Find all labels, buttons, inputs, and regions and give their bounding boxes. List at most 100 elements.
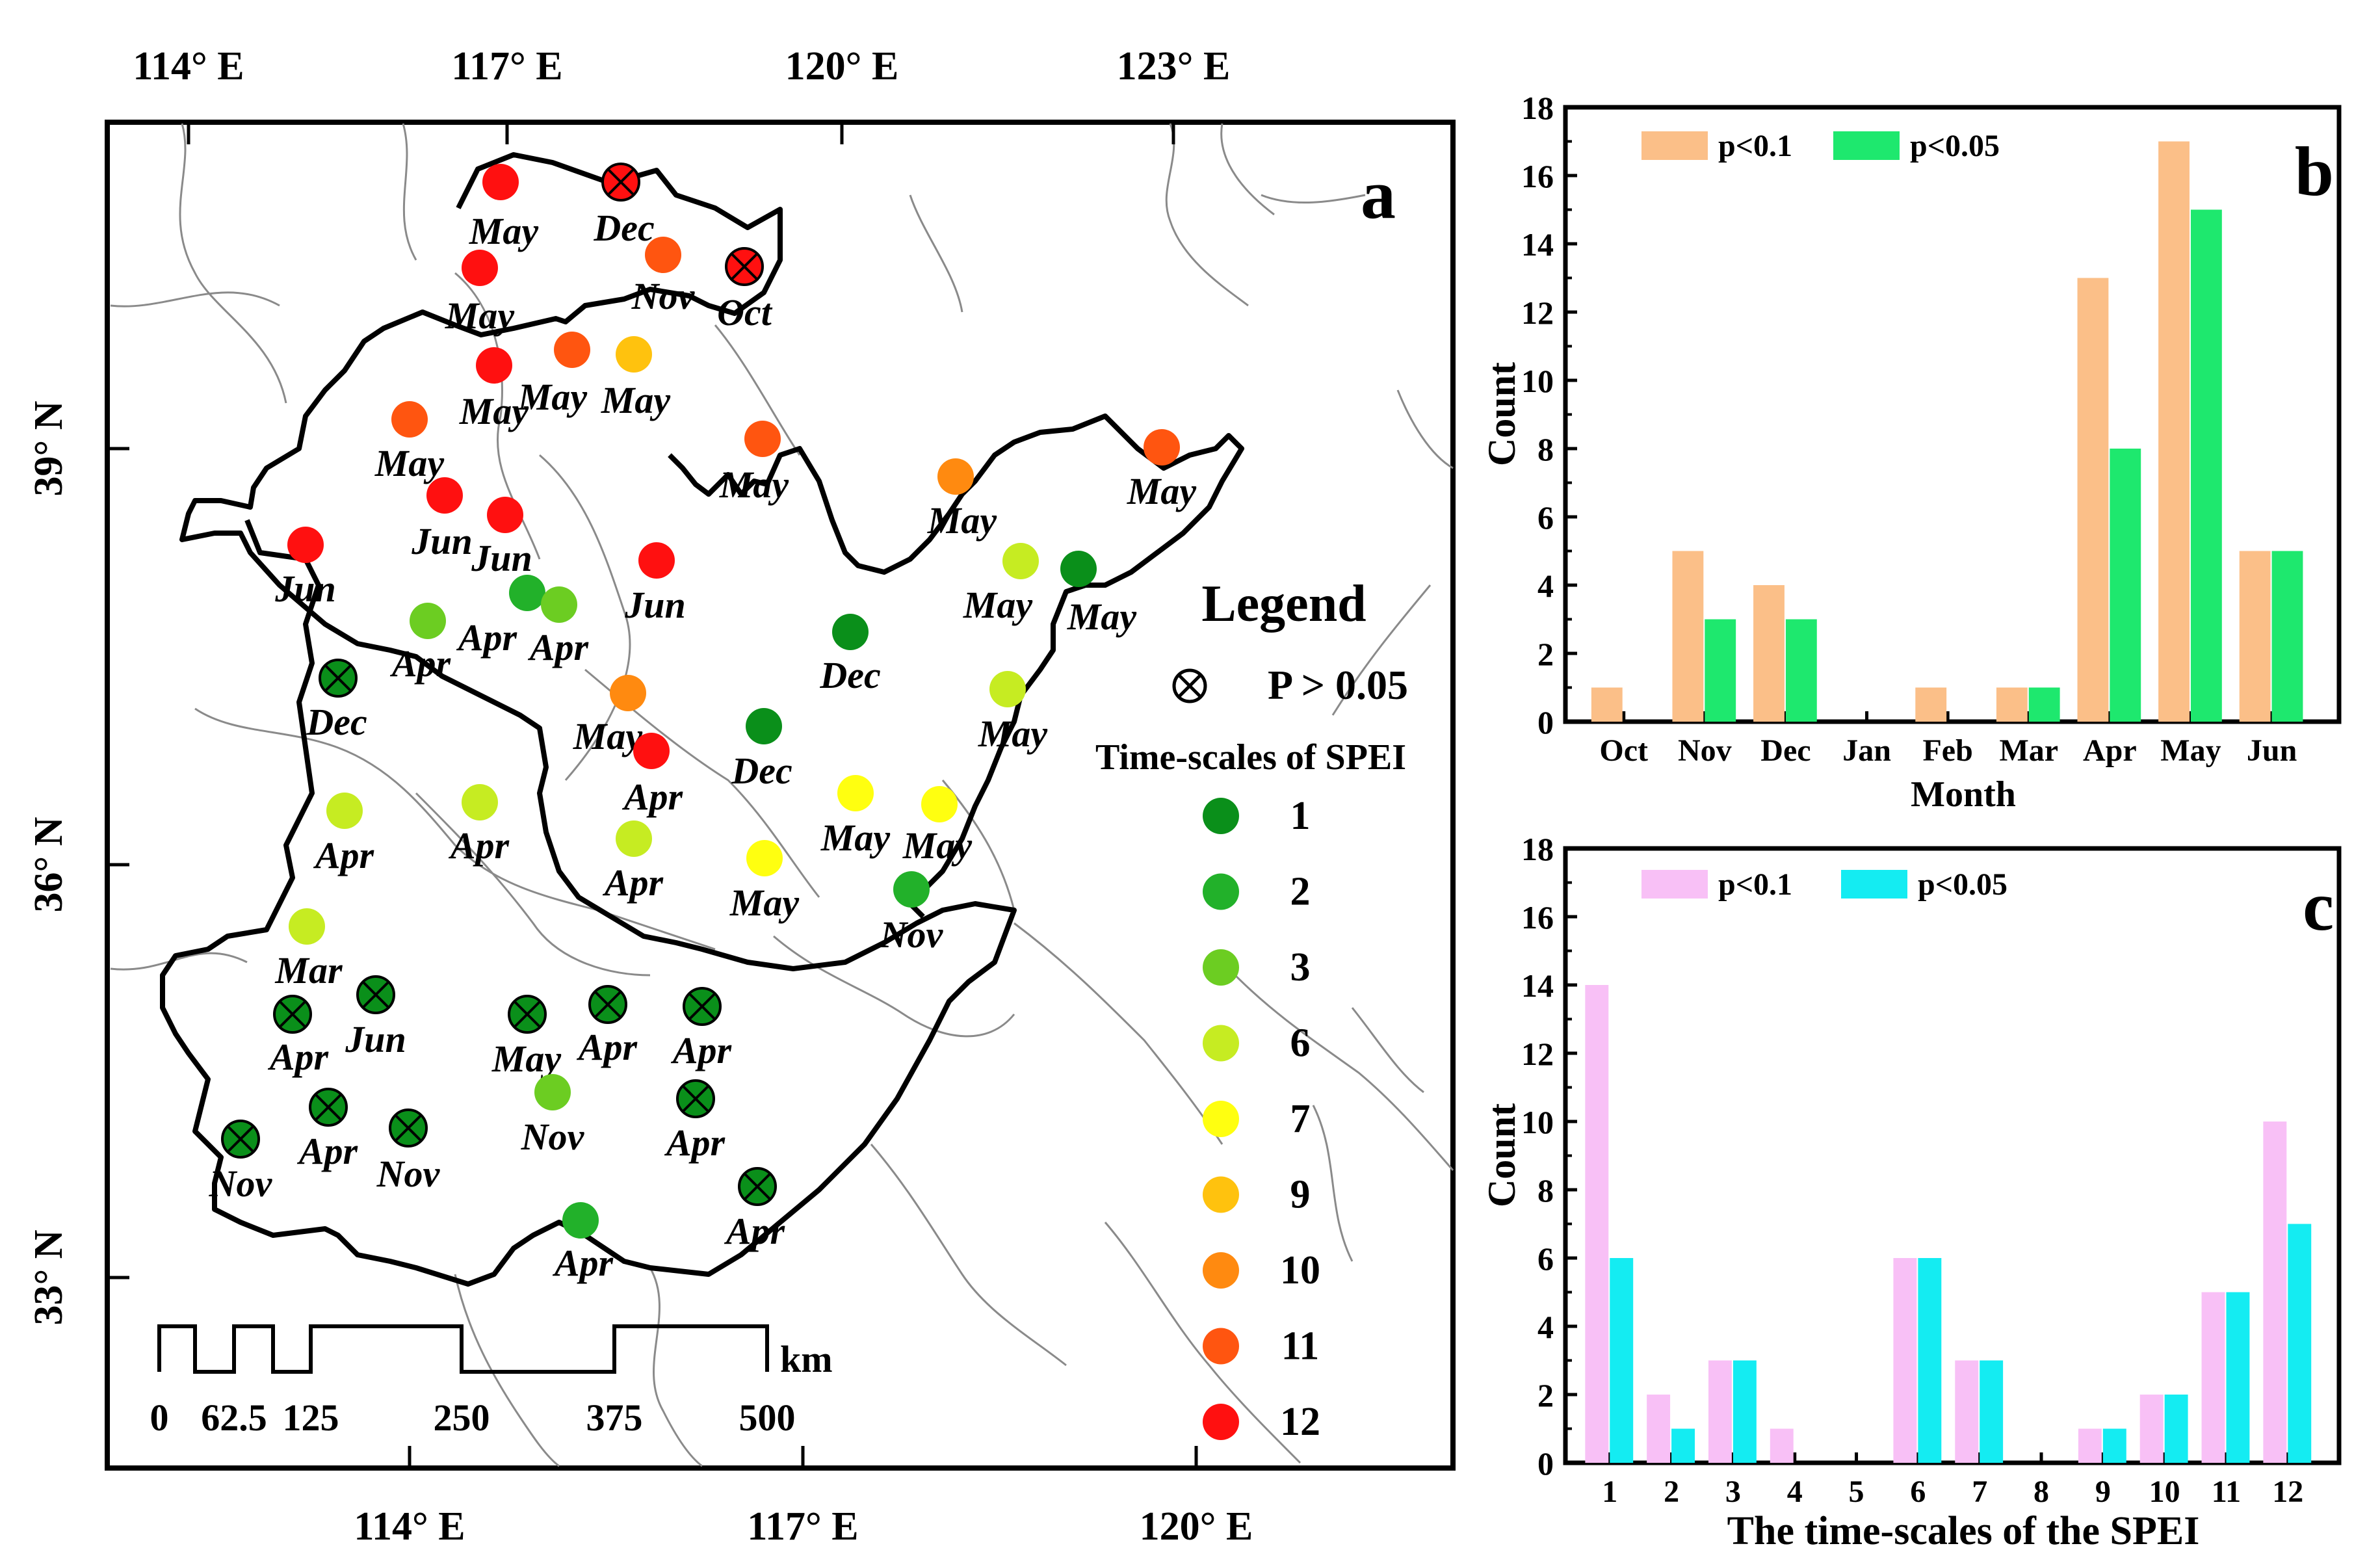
bar-p005 [2271,551,2303,722]
lat-label: 39° N [27,400,71,496]
station-month-label: May [963,584,1033,626]
bar-p005 [2028,687,2060,722]
station-marker: Jun [345,975,406,1060]
station-month-label: May [601,379,671,421]
station-insig-cross [514,1001,541,1028]
station-month-label: May [517,376,588,418]
y-tick-label: 0 [1537,1445,1554,1482]
chart-b-ylabel: Count [1480,362,1523,466]
panel-label-c: c [2303,868,2334,945]
station-month-label: Mar [274,949,343,991]
station-marker: May [517,332,590,418]
lon-label: 114° E [133,44,244,88]
y-tick-label: 4 [1537,1309,1554,1345]
latitude-labels: 39° N 36° N 33° N [27,400,71,1325]
chart-legend-label: p<0.05 [1910,129,2000,163]
station-dot [921,786,958,822]
legend-scale-label: 11 [1281,1324,1320,1369]
station-marker: Apr [390,603,451,685]
station-insig-cross [227,1125,254,1153]
station-month-label: Apr [622,776,683,818]
station-month-label: Jun [624,584,686,626]
station-marker: Nov [521,1074,585,1158]
station-month-label: Nov [631,275,696,317]
y-tick-label: 16 [1521,158,1554,194]
x-tick-label: Mar [1999,733,2058,768]
station-dot [633,733,670,769]
x-tick-label: 9 [2095,1475,2111,1509]
station-insig-ring [676,1079,715,1118]
scalebar-tick: 500 [739,1397,796,1439]
station-marker: May [491,995,561,1080]
x-tick-label: Nov [1678,733,1732,768]
station-marker: Apr [456,575,545,659]
scalebar-unit: km [780,1338,833,1380]
station-month-label: May [719,464,789,506]
station-dot [638,542,675,579]
legend-swatch [1203,1404,1239,1440]
station-insig-ring [221,1120,260,1159]
y-tick-label: 14 [1521,967,1554,1004]
station-marker: May [445,250,515,337]
station-dot [554,332,590,368]
station-marker: May [601,336,671,421]
x-tick-label: 11 [2212,1475,2241,1509]
chart-legend-swatch [1841,870,1907,899]
legend-swatch [1203,1328,1239,1365]
station-month-label: May [469,210,539,252]
panel-label-a: a [1361,156,1396,233]
legend-scale-label: 2 [1290,870,1311,914]
bar-p01 [1591,687,1623,722]
chart-legend-label: p<0.1 [1718,867,1792,902]
map-tick-marks [107,122,1198,1468]
station-insig-ring [738,1167,777,1206]
bar-p01 [1753,585,1785,722]
y-tick-label: 12 [1521,1036,1554,1072]
bar-p01 [2077,278,2109,722]
station-dot [562,1202,599,1239]
scale-bar: 0 62.5 125 250 375 500 km [150,1324,833,1439]
bar-p01 [1647,1395,1671,1463]
bar-p01 [2139,1395,2164,1463]
station-marker: Jun [274,527,336,610]
station-insig-ring [319,659,358,698]
station-month-label: Jun [345,1018,406,1060]
x-tick-label: 6 [1910,1475,1926,1509]
station-month-label: May [902,824,973,867]
y-tick-label: 8 [1537,431,1554,467]
legend-title: Legend [1201,575,1366,633]
station-dot [616,336,652,373]
station-marker: Dec [593,163,655,249]
bar-p005 [2110,449,2141,722]
station-insig-ring [309,1088,348,1127]
station-month-label: Nov [521,1116,585,1158]
bar-p005 [1785,619,1817,722]
station-dot [1002,543,1039,579]
bar-p005 [1705,619,1736,722]
chart-legend-swatch [1641,870,1708,899]
legend-swatch [1203,1025,1239,1062]
legend-scale-label: 6 [1290,1021,1311,1066]
station-marker: Nov [209,1120,273,1205]
station-insig-cross [731,253,758,280]
station-month-label: Oct [717,291,773,334]
station-insig-ring [588,985,627,1024]
station-marker: Apr [664,1079,726,1164]
month-count-chart: 0 2 4 6 8 10 12 14 16 18 Oct Nov Dec Jan Feb Mar Apr May J… [1480,90,2342,815]
chart-c-ylabel: Count [1480,1103,1523,1207]
station-marker: May [978,671,1048,755]
station-month-label: May [445,295,515,337]
station-month-label: May [1067,596,1137,638]
bar-p01 [1585,985,1609,1463]
station-dot [509,575,545,611]
station-month-label: May [978,713,1048,755]
station-marker: May [729,840,799,924]
station-insig-ring [683,987,722,1026]
y-tick-label: 16 [1521,899,1554,936]
station-marker: Apr [603,820,664,904]
station-dot [893,871,930,908]
station-dot [482,164,519,200]
y-tick-label: 10 [1521,1104,1554,1140]
